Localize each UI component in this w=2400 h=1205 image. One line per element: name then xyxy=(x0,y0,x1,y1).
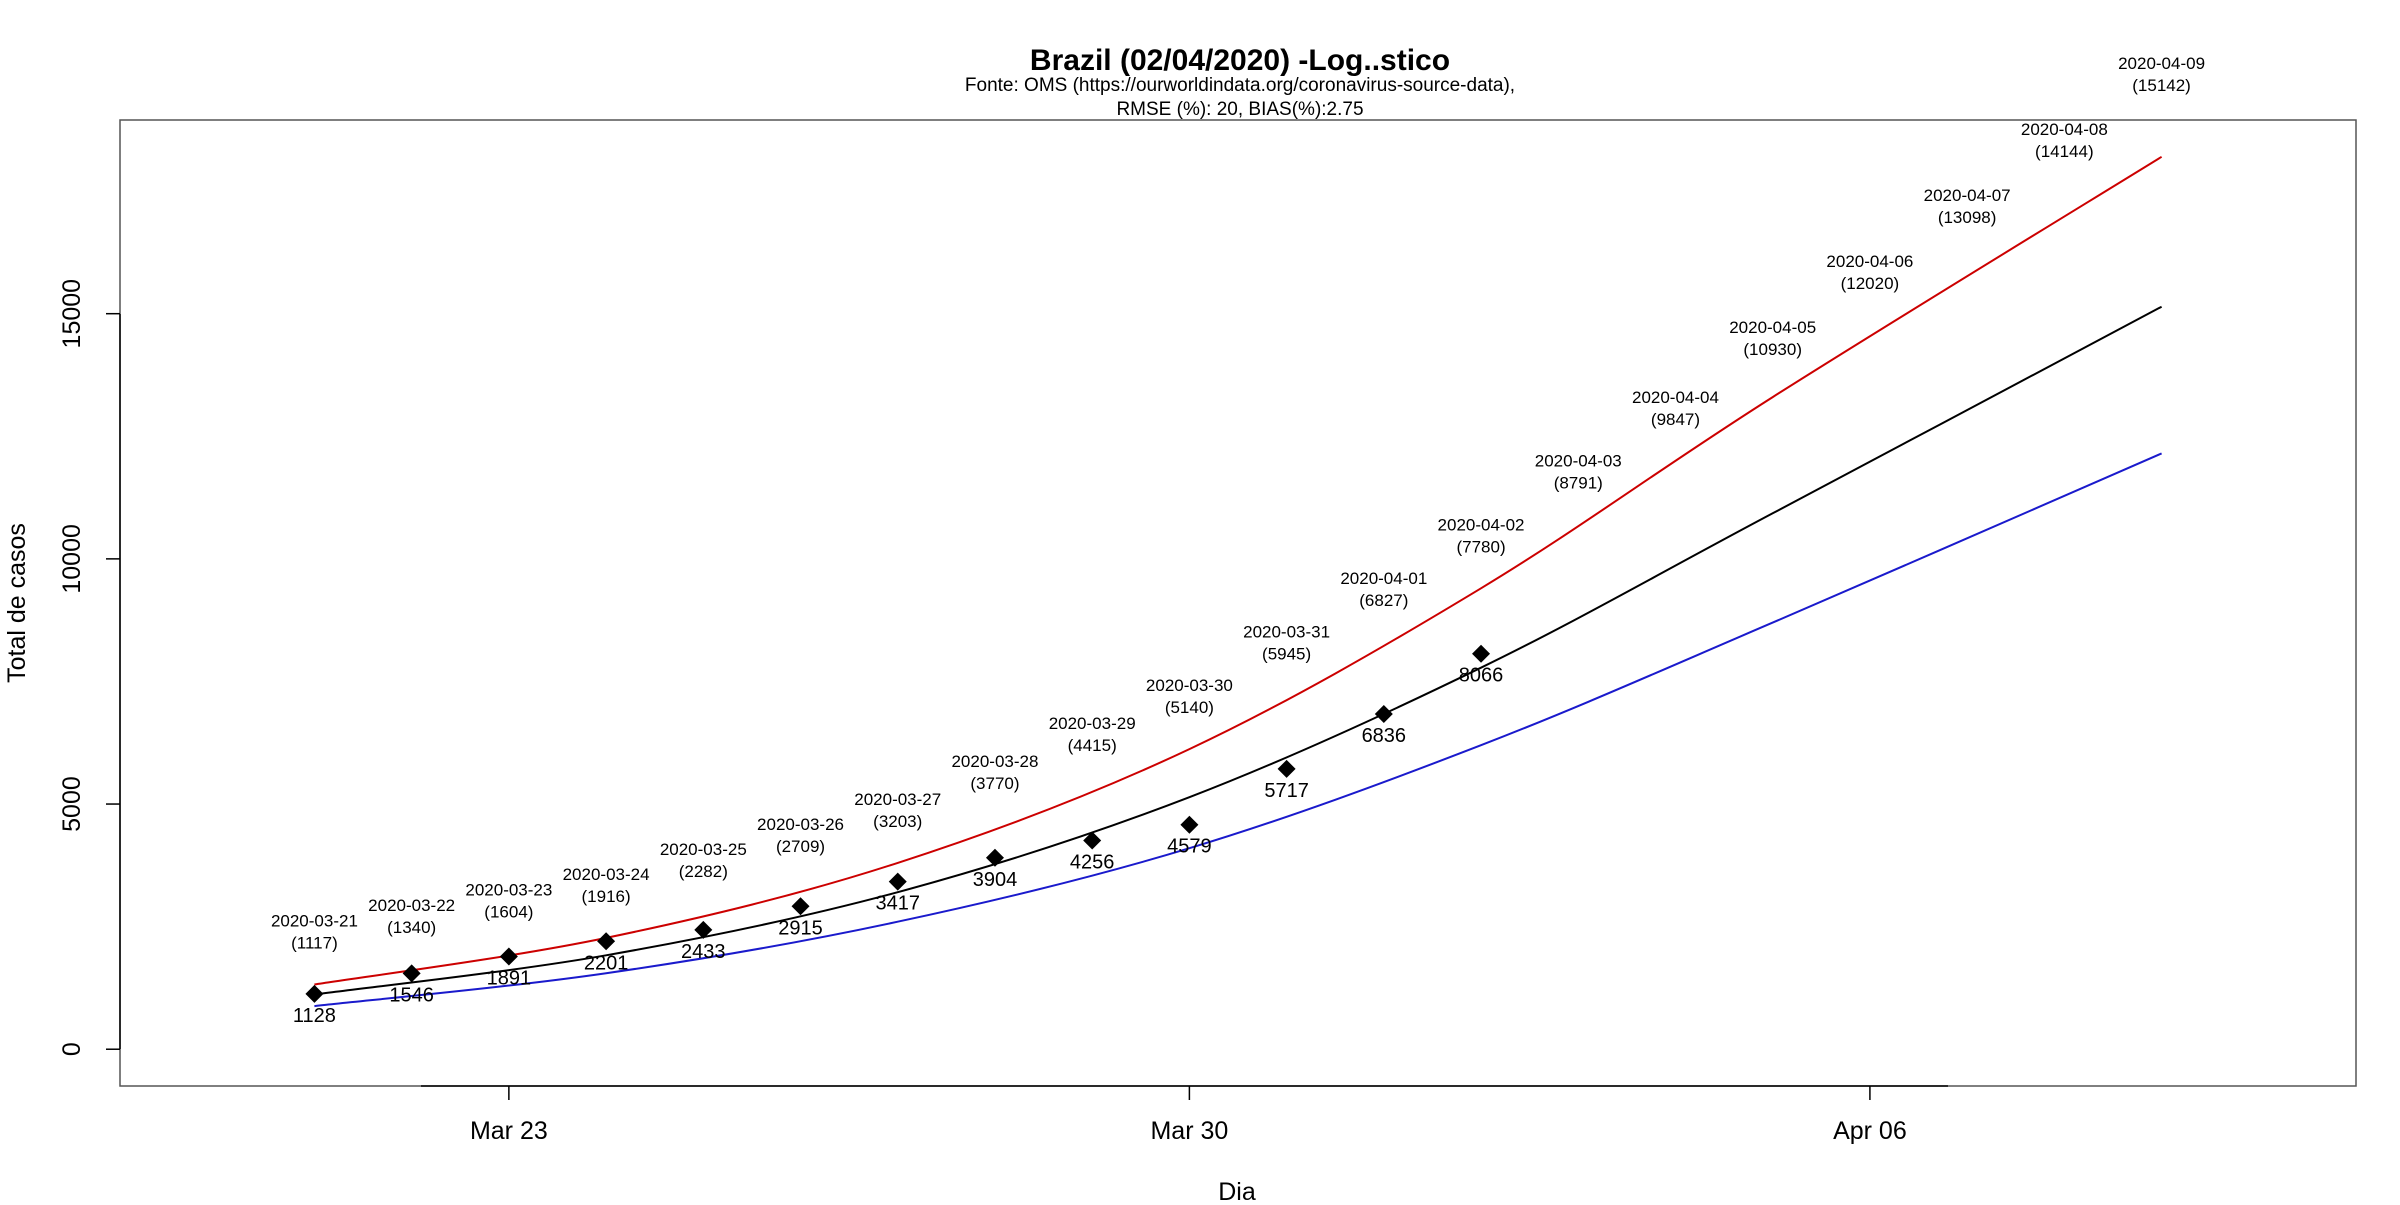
observed-point xyxy=(888,872,907,891)
prediction-value-label: (13098) xyxy=(1938,208,1997,227)
prediction-value-label: (3203) xyxy=(873,812,922,831)
y-tick-label: 5000 xyxy=(58,776,86,832)
prediction-value-label: (10930) xyxy=(1743,340,1802,359)
y-tick-label: 0 xyxy=(58,1042,86,1056)
prediction-date-label: 2020-04-03 xyxy=(1535,452,1622,471)
plot-frame xyxy=(119,119,2357,1087)
observed-point xyxy=(1083,831,1102,850)
observed-point xyxy=(597,932,616,951)
prediction-date-label: 2020-03-28 xyxy=(951,752,1038,771)
prediction-date-label: 2020-03-24 xyxy=(563,865,650,884)
observed-labels: 1128 1546 1891 2201 2433 2915 3417 3904 4256 4579… xyxy=(293,665,1503,1027)
chart-subtitle-line-1: Fonte: OMS (https://ourworldindata.org/c… xyxy=(965,75,1515,96)
prediction-value-label: (8791) xyxy=(1554,474,1603,493)
chart-subtitle-line-2: RMSE (%): 20, BIAS(%):2.75 xyxy=(1116,99,1363,120)
prediction-value-label: (9847) xyxy=(1651,410,1700,429)
observed-point xyxy=(985,848,1004,867)
observed-point xyxy=(499,947,518,966)
y-tick-label: 10000 xyxy=(58,524,86,594)
chart-titles: Brazil (02/04/2020) -Log..stico Fonte: O… xyxy=(965,44,1515,120)
prediction-value-label: (15142) xyxy=(2132,76,2191,95)
prediction-value-label: (6827) xyxy=(1359,591,1408,610)
chart-title: Brazil (02/04/2020) -Log..stico xyxy=(1030,44,1450,77)
prediction-date-label: 2020-04-07 xyxy=(1924,186,2011,205)
prediction-date-label: 2020-03-26 xyxy=(757,815,844,834)
x-tick-label: Mar 23 xyxy=(470,1117,548,1145)
prediction-date-label: 2020-04-08 xyxy=(2021,120,2108,139)
prediction-value-label: (2282) xyxy=(679,862,728,881)
observed-value-label: 2201 xyxy=(584,952,629,974)
observed-point xyxy=(1180,815,1199,834)
x-tick-label: Apr 06 xyxy=(1833,1117,1907,1145)
x-axis-title: Dia xyxy=(1218,1178,1256,1200)
prediction-date-label: 2020-03-31 xyxy=(1243,623,1330,642)
observed-value-label: 8066 xyxy=(1459,665,1504,687)
observed-point xyxy=(1472,644,1491,663)
prediction-date-label: 2020-03-25 xyxy=(660,840,747,859)
prediction-date-label: 2020-03-29 xyxy=(1049,714,1136,733)
fitted-line xyxy=(314,305,2163,996)
y-axis-title: Total de casos xyxy=(3,523,31,683)
observed-value-label: 3417 xyxy=(875,893,920,915)
observed-value-label: 5717 xyxy=(1264,780,1309,802)
observed-point xyxy=(305,984,324,1003)
prediction-date-label: 2020-04-01 xyxy=(1340,569,1427,588)
observed-points xyxy=(305,644,1491,1003)
lower-bound-line xyxy=(314,452,2162,1008)
prediction-value-label: (14144) xyxy=(2035,142,2094,161)
observed-value-label: 4256 xyxy=(1070,852,1115,874)
observed-point xyxy=(1277,759,1296,778)
prediction-value-label: (1916) xyxy=(582,887,631,906)
observed-value-label: 4579 xyxy=(1167,836,1212,858)
observed-value-label: 2433 xyxy=(681,941,726,963)
observed-value-label: 1128 xyxy=(293,1005,336,1027)
prediction-value-label: (7780) xyxy=(1456,537,1505,556)
observed-point xyxy=(694,920,713,939)
prediction-date-label: 2020-04-02 xyxy=(1438,515,1525,534)
observed-value-label: 1546 xyxy=(389,984,434,1006)
prediction-value-label: (1340) xyxy=(387,918,436,937)
prediction-date-label: 2020-04-06 xyxy=(1826,252,1913,271)
prediction-date-label: 2020-04-05 xyxy=(1729,318,1816,337)
observed-value-label: 3904 xyxy=(973,869,1018,891)
prediction-value-label: (5945) xyxy=(1262,645,1311,664)
observed-value-label: 1891 xyxy=(487,967,532,989)
observed-point xyxy=(1374,705,1393,724)
prediction-value-label: (12020) xyxy=(1841,274,1900,293)
prediction-date-label: 2020-04-09 xyxy=(2118,54,2205,73)
x-ticks: Mar 23 Mar 30 Apr 06 xyxy=(470,1086,1907,1145)
prediction-value-label: (1604) xyxy=(484,902,533,921)
prediction-value-label: (2709) xyxy=(776,837,825,856)
prediction-date-label: 2020-03-30 xyxy=(1146,676,1233,695)
observed-point xyxy=(791,897,810,916)
prediction-value-label: (3770) xyxy=(970,774,1019,793)
prediction-value-label: (5140) xyxy=(1165,698,1214,717)
observed-value-label: 6836 xyxy=(1362,725,1407,747)
y-tick-label: 15000 xyxy=(58,279,86,349)
x-tick-label: Mar 30 xyxy=(1150,1117,1228,1145)
prediction-date-label: 2020-04-04 xyxy=(1632,388,1719,407)
prediction-value-label: (1117) xyxy=(291,933,338,952)
prediction-date-label: 2020-03-22 xyxy=(368,896,455,915)
prediction-date-label: 2020-03-21 xyxy=(271,911,358,930)
prediction-date-label: 2020-03-27 xyxy=(854,790,941,809)
prediction-labels: 2020-03-21 (1117) 2020-03-22 (1340) 2020-03-… xyxy=(271,54,2205,953)
prediction-date-label: 2020-03-23 xyxy=(465,880,552,899)
prediction-value-label: (4415) xyxy=(1068,736,1117,755)
observed-value-label: 2915 xyxy=(778,917,823,939)
axes: Mar 23 Mar 30 Apr 06 0 5000 10000 15000 Dia T… xyxy=(3,279,1948,1205)
observed-point xyxy=(402,964,421,983)
y-ticks: 0 5000 10000 15000 xyxy=(58,279,120,1056)
